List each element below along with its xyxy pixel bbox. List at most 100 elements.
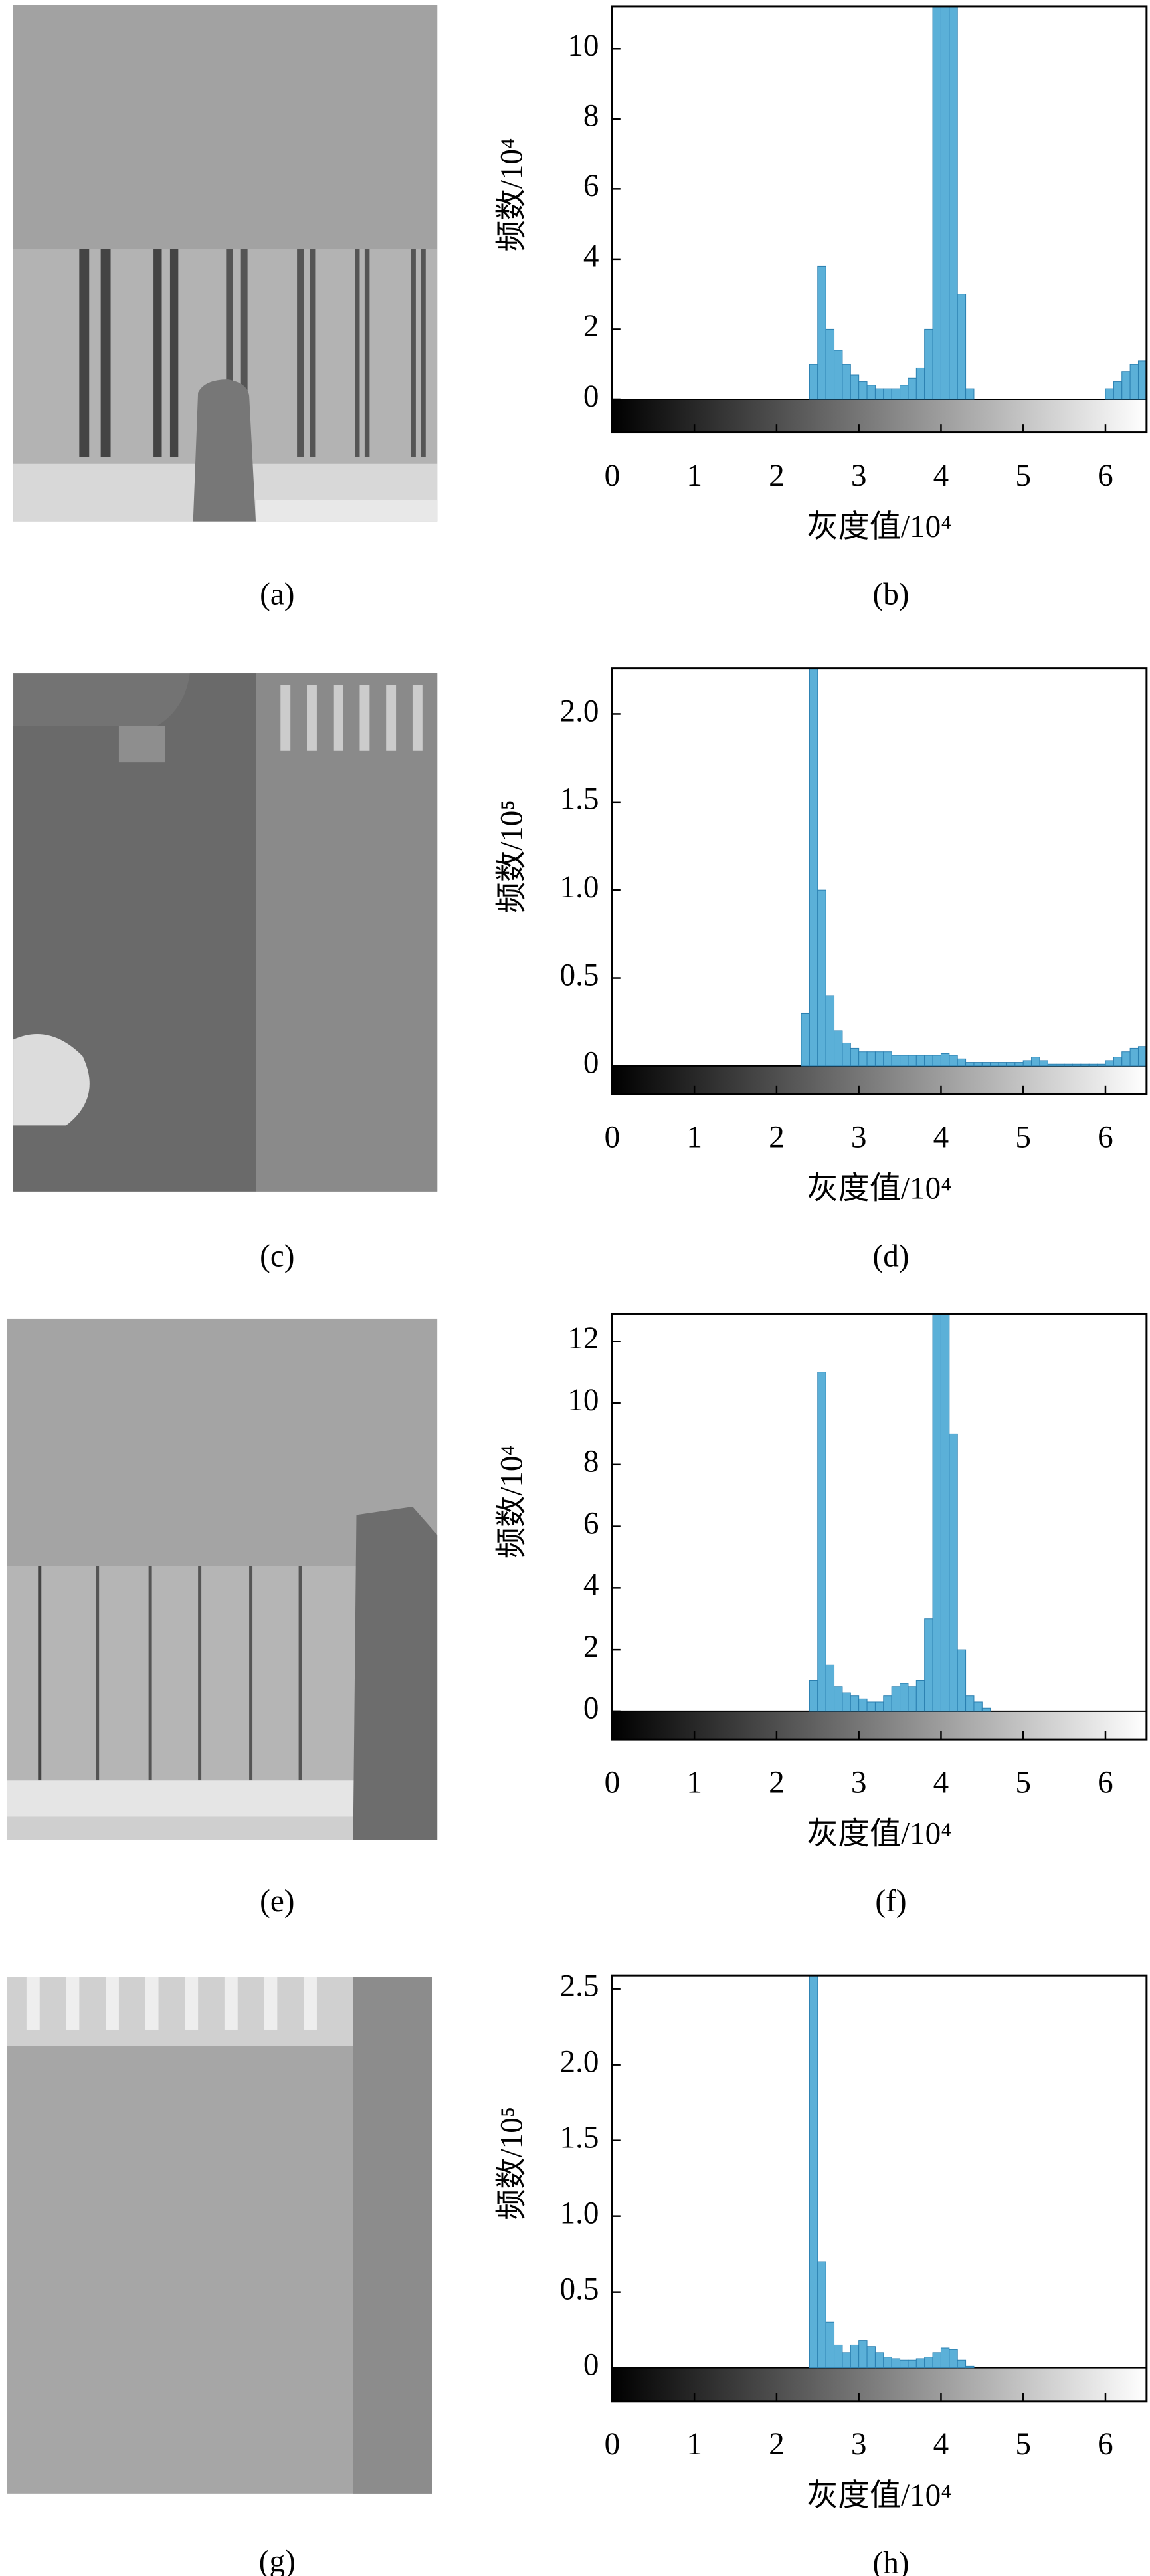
photo-e — [7, 1318, 438, 1840]
gray-scale-bar — [612, 1711, 1147, 1740]
bar — [809, 1680, 818, 1712]
bar — [850, 374, 860, 400]
x-tick-label: 5 — [1015, 1121, 1031, 1155]
y-tick-label: 12 — [567, 1321, 599, 1356]
bar — [957, 1058, 967, 1067]
bar — [932, 1055, 941, 1067]
bar — [817, 1372, 826, 1712]
bar — [850, 2344, 860, 2369]
bar — [949, 6, 958, 400]
x-tick-label: 6 — [1098, 1121, 1113, 1155]
y-tick-label: 0 — [583, 1046, 599, 1081]
bar — [1047, 1063, 1057, 1067]
bar — [924, 328, 933, 400]
bar — [834, 350, 843, 400]
y-axis-label: 频数/10⁵ — [495, 2107, 529, 2220]
plot-frame — [611, 1974, 1148, 2403]
bar — [809, 364, 818, 400]
bar — [949, 1433, 958, 1712]
y-tick-label: 2.0 — [560, 694, 599, 728]
bar — [1056, 1063, 1065, 1067]
bar — [842, 1042, 851, 1067]
bar — [965, 388, 975, 400]
bar — [834, 1030, 843, 1067]
bar — [858, 1051, 868, 1067]
bar — [817, 2261, 826, 2369]
y-axis-label: 频数/10⁴ — [495, 1445, 529, 1558]
bars — [801, 668, 1147, 1067]
bar — [1031, 1057, 1040, 1067]
x-tick-label: 3 — [851, 1765, 867, 1800]
bar — [965, 1695, 975, 1712]
x-tick-label: 6 — [1098, 459, 1113, 493]
bar — [900, 2359, 909, 2369]
bar — [891, 388, 901, 400]
x-tick-label: 1 — [686, 1121, 702, 1155]
x-axis-label: 灰度值/10⁴ — [807, 510, 952, 544]
bar — [1097, 1063, 1106, 1067]
bar — [1113, 1057, 1123, 1067]
gray-scale-bar — [612, 2367, 1147, 2401]
bar — [908, 1055, 917, 1067]
y-tick-label: 0 — [583, 2347, 599, 2382]
y-tick-label: 0.5 — [560, 958, 599, 992]
bar — [940, 1053, 950, 1067]
y-tick-label: 0.5 — [560, 2272, 599, 2306]
bar — [809, 668, 818, 1067]
bar — [900, 1683, 909, 1712]
x-tick-label: 3 — [851, 2427, 867, 2462]
bar — [965, 2365, 975, 2369]
x-tick-label: 6 — [1098, 1765, 1113, 1800]
x-tick-label: 4 — [933, 459, 949, 493]
bar — [1121, 371, 1131, 400]
x-tick-label: 1 — [686, 2427, 702, 2462]
bar — [1039, 1060, 1048, 1067]
y-tick-label: 1.5 — [560, 782, 599, 817]
bar — [1129, 364, 1139, 400]
bar — [825, 1664, 835, 1712]
y-tick-label: 2 — [583, 309, 599, 344]
bar — [825, 328, 835, 400]
bar — [949, 1055, 958, 1067]
bar — [908, 1686, 917, 1712]
bar — [825, 2321, 835, 2369]
y-tick-label: 10 — [567, 1383, 599, 1418]
bars — [809, 1313, 991, 1712]
y-tick-label: 8 — [583, 99, 599, 134]
bar — [924, 1055, 933, 1067]
y-tick-label: 8 — [583, 1445, 599, 1479]
bar — [834, 1686, 843, 1712]
bar — [915, 367, 925, 400]
bar — [990, 1062, 999, 1067]
bar — [874, 1051, 884, 1067]
y-tick-label: 2 — [583, 1630, 599, 1664]
y-tick-label: 1.0 — [560, 870, 599, 905]
bar — [891, 1055, 901, 1067]
caption: (f) — [875, 1884, 906, 1919]
bar — [866, 1051, 876, 1067]
x-tick-label: 4 — [933, 2427, 949, 2462]
bar — [981, 1707, 991, 1712]
bar — [965, 1062, 975, 1067]
x-axis-label: 灰度值/10⁴ — [807, 1816, 952, 1851]
bar — [1006, 1062, 1016, 1067]
gray-scale-bar — [612, 1065, 1147, 1095]
bar — [1072, 1063, 1082, 1067]
x-tick-label: 4 — [933, 1121, 949, 1155]
x-tick-label: 3 — [851, 1121, 867, 1155]
caption: (a) — [260, 578, 294, 612]
bar — [866, 1701, 876, 1712]
x-tick-label: 2 — [769, 459, 785, 493]
bar — [891, 1686, 901, 1712]
y-axis-label: 频数/10⁵ — [495, 800, 529, 913]
y-tick-label: 6 — [583, 1506, 599, 1541]
x-tick-label: 0 — [605, 1765, 621, 1800]
y-tick-label: 2.0 — [560, 2045, 599, 2080]
caption: (d) — [872, 1239, 909, 1273]
bar — [874, 1701, 884, 1712]
bar — [924, 2357, 933, 2369]
bar — [900, 385, 909, 400]
bar — [801, 1012, 810, 1067]
x-tick-label: 6 — [1098, 2427, 1113, 2462]
